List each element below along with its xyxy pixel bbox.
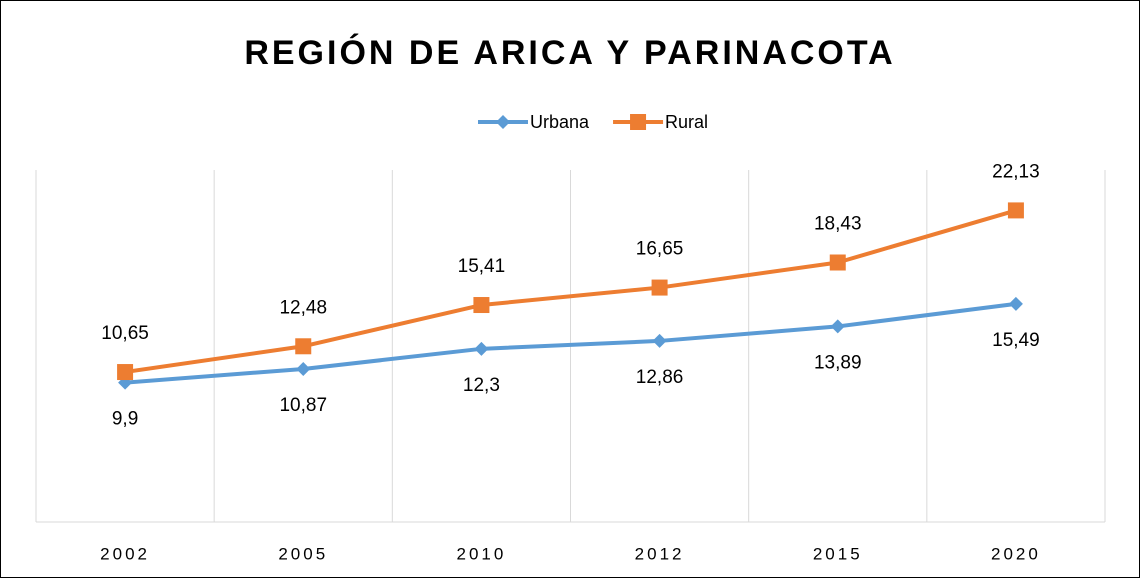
x-tick-label: 2012: [635, 544, 685, 563]
data-label: 12,3: [463, 375, 500, 396]
data-label: 13,89: [814, 352, 862, 373]
marker: [830, 319, 845, 334]
x-tick-label: 2002: [100, 544, 150, 563]
data-label: 22,13: [992, 161, 1040, 182]
marker: [474, 341, 489, 356]
marker: [651, 279, 668, 296]
x-tick-label: 2015: [813, 544, 863, 563]
data-label: 15,41: [458, 256, 506, 277]
marker: [1008, 296, 1023, 311]
data-label: 16,65: [636, 239, 684, 260]
marker: [296, 361, 311, 376]
data-label: 10,65: [101, 323, 149, 344]
marker: [630, 114, 647, 130]
legend-label: Urbana: [530, 112, 590, 132]
data-label: 9,9: [112, 409, 138, 430]
marker: [652, 333, 667, 348]
legend-label: Rural: [665, 112, 708, 132]
marker: [1007, 202, 1024, 219]
chart-title: REGIÓN DE ARICA Y PARINACOTA: [244, 34, 895, 72]
marker: [473, 297, 490, 314]
data-label: 15,49: [992, 330, 1040, 351]
marker: [295, 338, 312, 355]
line: [124, 208, 1017, 375]
data-label: 18,43: [814, 214, 862, 235]
marker: [829, 254, 846, 271]
marker: [496, 115, 510, 129]
line: [124, 301, 1017, 385]
x-tick-label: 2020: [991, 544, 1041, 563]
x-tick-label: 2005: [278, 544, 328, 563]
marker: [117, 364, 134, 381]
data-label: 12,48: [279, 297, 327, 318]
x-tick-label: 2010: [457, 544, 507, 563]
data-label: 10,87: [279, 395, 327, 416]
data-label: 12,86: [636, 367, 684, 388]
